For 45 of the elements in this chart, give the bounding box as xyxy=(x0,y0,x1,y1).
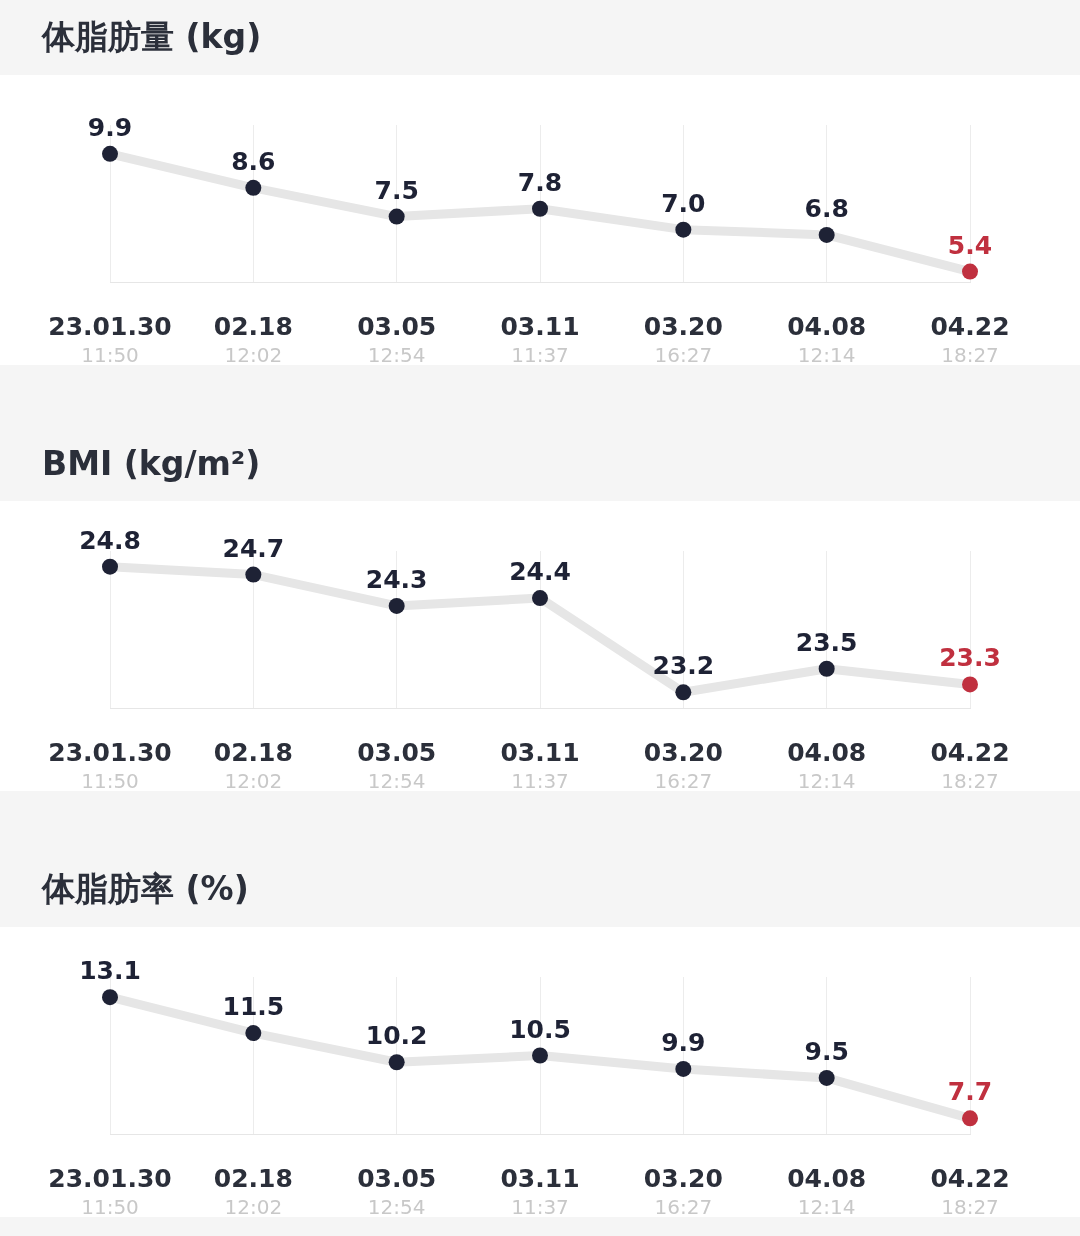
point xyxy=(388,1054,405,1071)
data-label: 8.6 xyxy=(231,146,276,176)
data-label: 10.2 xyxy=(365,1021,428,1051)
point xyxy=(962,676,978,693)
data-label: 7.5 xyxy=(374,175,419,205)
data-label: 9.9 xyxy=(87,112,133,142)
data-label: 24.4 xyxy=(509,557,571,587)
data-label: 23.3 xyxy=(939,643,1001,673)
data-label: 24.7 xyxy=(222,533,285,563)
point xyxy=(675,1060,692,1077)
point xyxy=(102,145,118,162)
point xyxy=(388,597,405,614)
point xyxy=(532,1047,548,1064)
point xyxy=(962,1110,978,1127)
point xyxy=(102,558,118,575)
point xyxy=(388,208,405,225)
point xyxy=(818,1069,835,1086)
point xyxy=(675,684,692,701)
chart-title: 体脂肪率 (%) xyxy=(0,852,1080,927)
data-label: 7.0 xyxy=(661,188,706,218)
data-label: 7.8 xyxy=(517,167,563,197)
data-label: 13.1 xyxy=(79,956,141,986)
data-label: 6.8 xyxy=(804,193,849,223)
data-label: 9.9 xyxy=(661,1027,706,1057)
data-label: 24.3 xyxy=(365,564,428,594)
point xyxy=(245,179,262,196)
data-label: 23.2 xyxy=(652,651,715,681)
data-label: 24.8 xyxy=(79,525,141,555)
point xyxy=(245,566,262,583)
point xyxy=(818,660,835,677)
data-label: 11.5 xyxy=(222,992,285,1022)
data-label: 23.5 xyxy=(795,627,858,657)
point xyxy=(245,1025,262,1042)
chart-title: BMI (kg/m²) xyxy=(0,426,1080,501)
point xyxy=(675,221,692,238)
point xyxy=(532,200,548,217)
data-label: 9.5 xyxy=(804,1036,849,1066)
data-label: 10.5 xyxy=(509,1014,571,1044)
point xyxy=(102,989,118,1006)
point xyxy=(962,263,978,280)
point xyxy=(818,226,835,243)
chart-title: 体脂肪量 (kg) xyxy=(0,0,1080,75)
data-label: 5.4 xyxy=(947,230,993,260)
point xyxy=(532,590,548,607)
data-label: 7.7 xyxy=(947,1077,993,1107)
